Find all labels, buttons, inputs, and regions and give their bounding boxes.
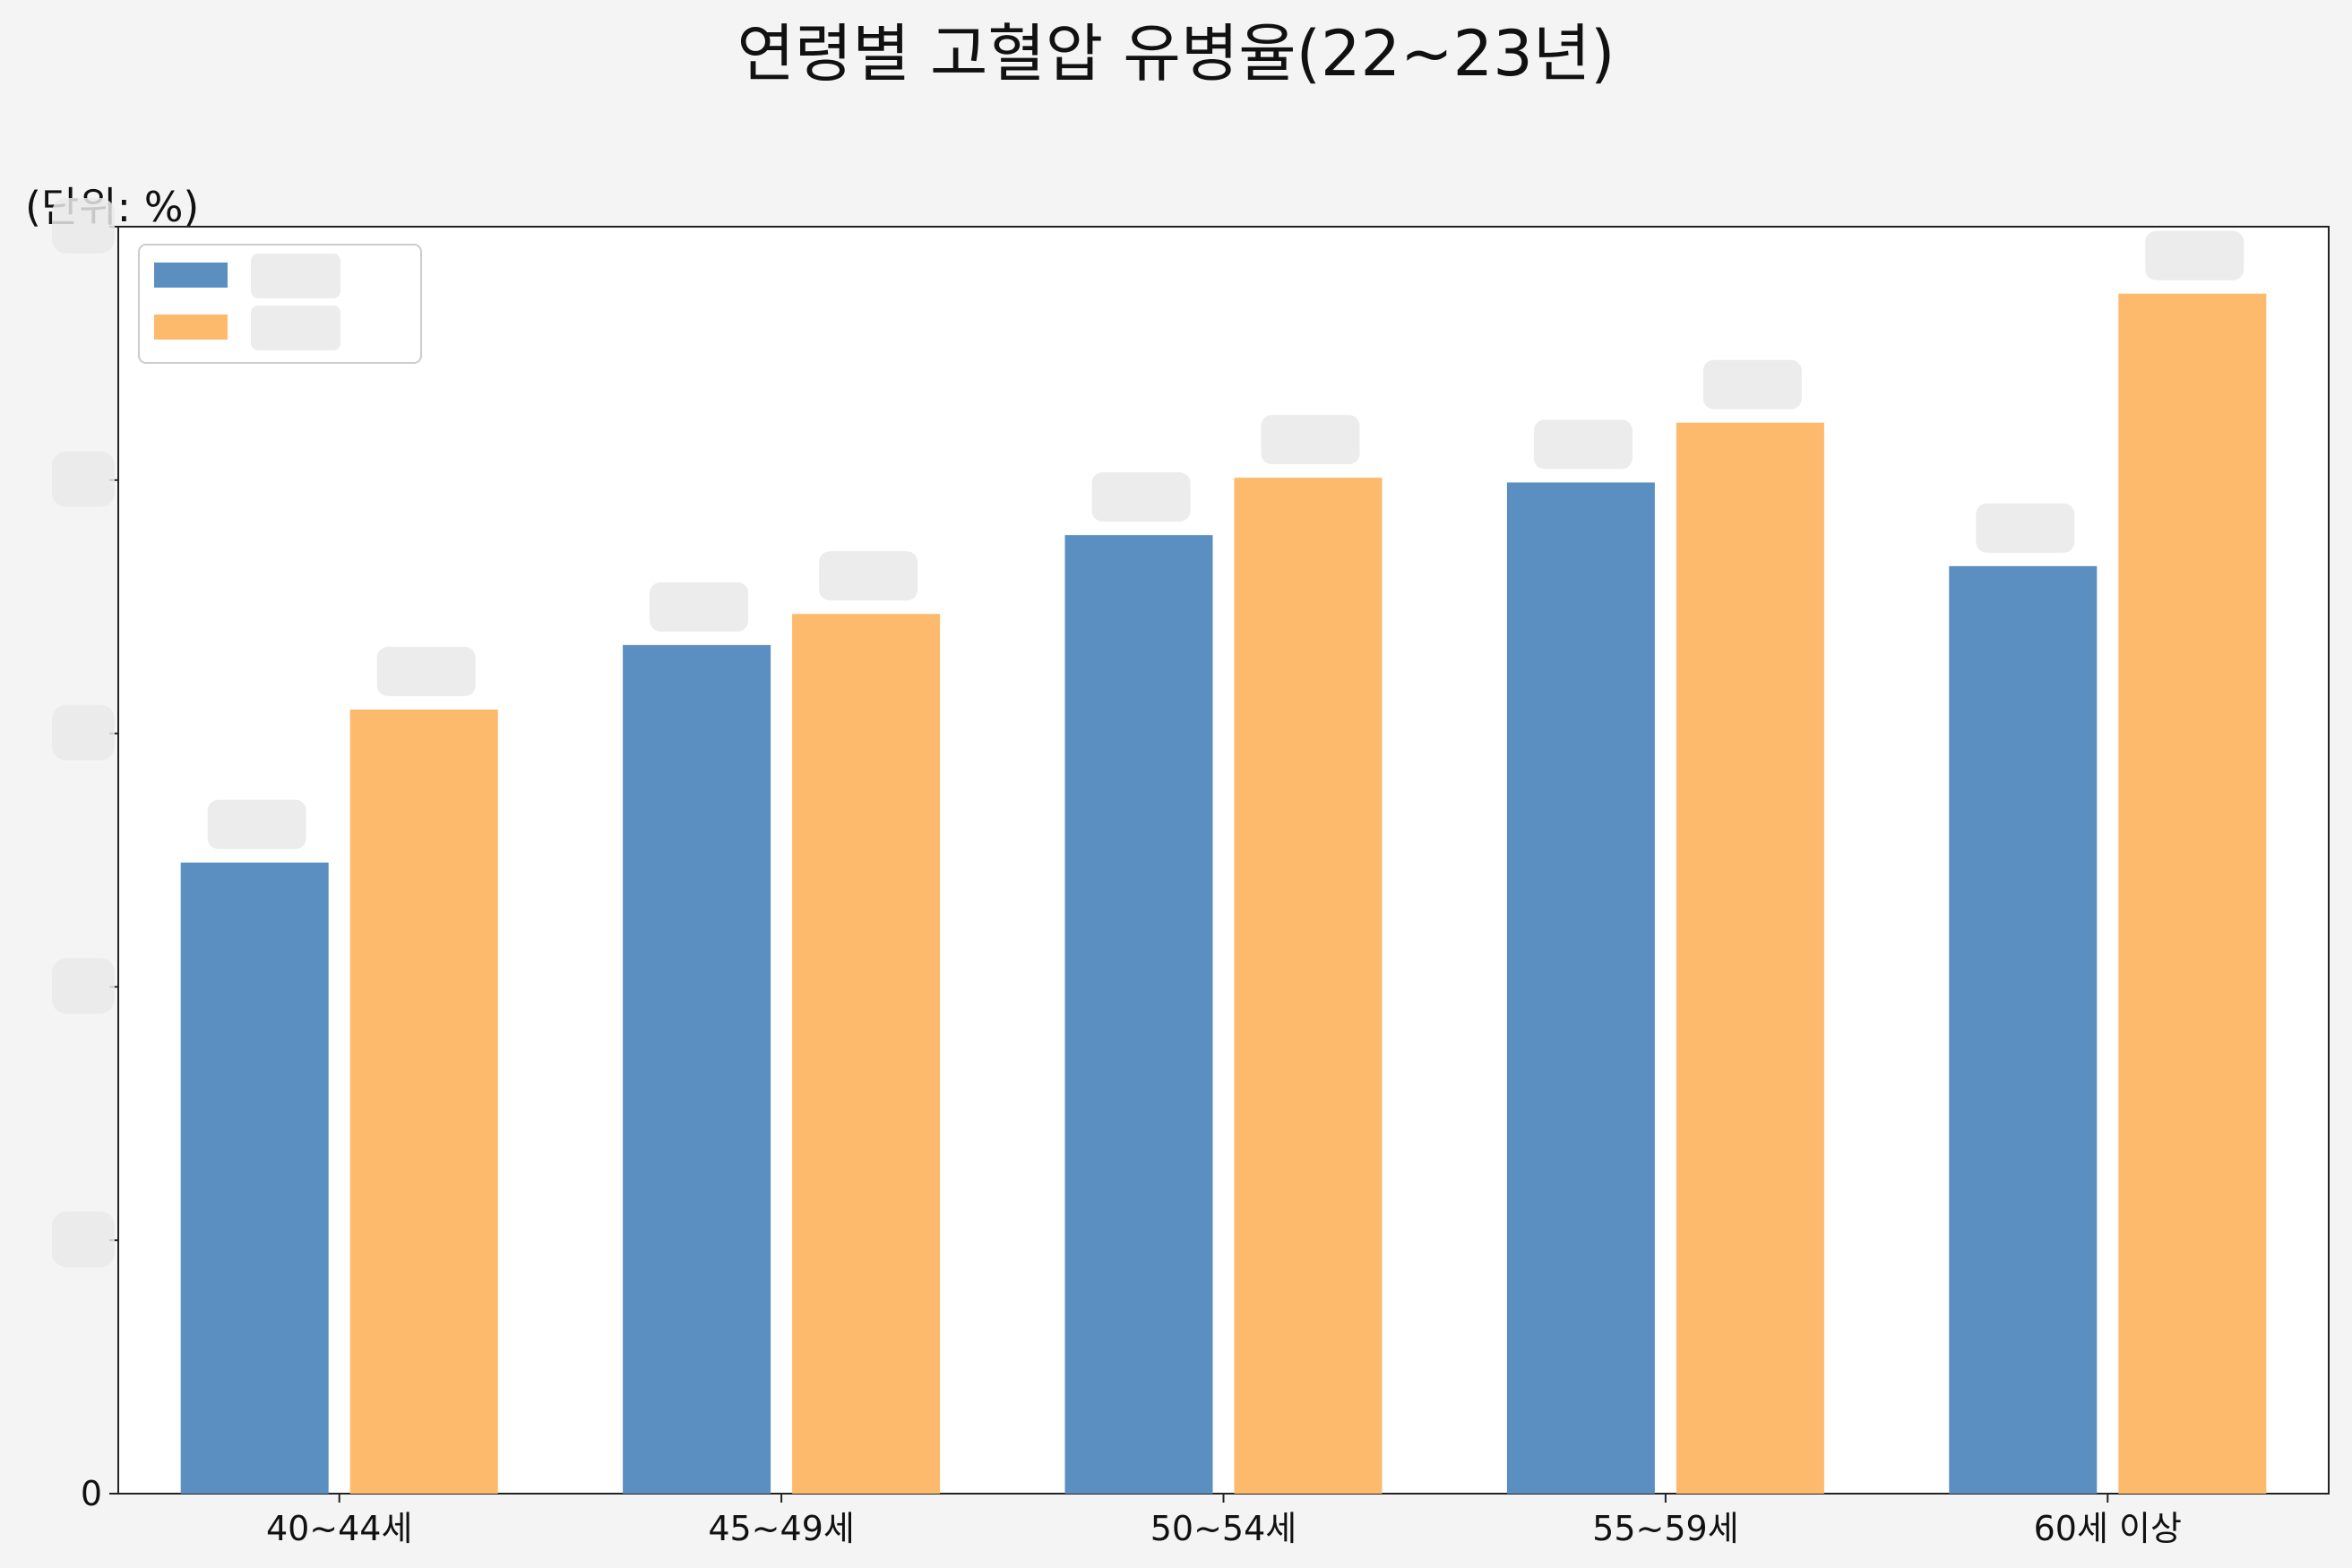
bar-1-1: [180, 862, 329, 1494]
obscured-value-label: [650, 582, 749, 632]
obscured-y-tick-label: [52, 958, 115, 1014]
legend: [138, 244, 422, 364]
obscured-y-tick-label: [52, 1211, 115, 1268]
x-tick-label: 60세 이상: [2034, 1509, 2182, 1548]
bars-layer: [180, 230, 2267, 1495]
bar-1-2: [623, 644, 771, 1494]
legend-swatch-1: [154, 263, 228, 288]
obscured-value-label: [2145, 230, 2244, 280]
obscured-value-label: [1976, 503, 2075, 553]
bar-1-4: [1506, 482, 1655, 1494]
bar-1-5: [1949, 565, 2098, 1495]
obscured-value-label: [1533, 419, 1633, 470]
obscured-value-label: [1702, 359, 1802, 409]
x-tick-label: 50~54세: [1150, 1509, 1297, 1548]
y-tick-label: 0: [81, 1474, 102, 1513]
obscured-value-label: [1091, 472, 1191, 522]
obscured-value-label: [207, 799, 306, 849]
x-tick-label: 40~44세: [266, 1509, 413, 1548]
x-tick-label: 45~49세: [708, 1509, 855, 1548]
bar-1-3: [1064, 535, 1213, 1494]
obscured-legend-label: [251, 254, 340, 298]
obscured-value-label: [819, 551, 918, 601]
obscured-y-tick-label: [52, 704, 115, 761]
obscured-value-label: [376, 646, 476, 696]
x-axis: 40~44세 45~49세 50~54세 55~59세 60세 이상: [266, 1494, 2182, 1548]
bar-2-2: [792, 614, 941, 1494]
obscured-y-tick-label: [52, 451, 115, 507]
y-axis: 0: [52, 198, 118, 1513]
x-tick-label: 55~59세: [1592, 1509, 1739, 1548]
obscured-y-tick-label: [52, 198, 115, 254]
bar-2-1: [349, 709, 498, 1494]
obscured-legend-label: [251, 306, 340, 350]
bar-2-3: [1234, 478, 1383, 1494]
bar-2-4: [1676, 422, 1824, 1495]
bar-2-5: [2118, 293, 2267, 1494]
chart-title: 연령별 고혈압 유병율(22~23년): [737, 17, 1615, 90]
obscured-value-label: [1261, 415, 1360, 465]
legend-swatch-2: [154, 314, 228, 340]
